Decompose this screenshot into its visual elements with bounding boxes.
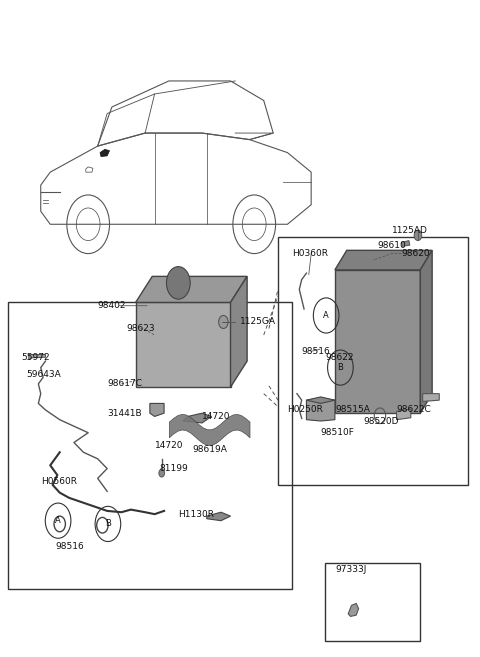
Text: 98515A: 98515A [335, 405, 370, 415]
Bar [325, 563, 420, 641]
Text: 98622C: 98622C [396, 405, 432, 415]
Text: H1130R: H1130R [179, 510, 215, 518]
Polygon shape [29, 355, 46, 360]
Polygon shape [230, 277, 247, 387]
Text: 98510F: 98510F [321, 428, 355, 437]
Text: 31441B: 31441B [107, 409, 142, 418]
Text: H0360R: H0360R [292, 249, 328, 258]
Text: A: A [324, 311, 329, 320]
Text: 1125GA: 1125GA [240, 317, 276, 327]
Text: 98520D: 98520D [363, 417, 399, 426]
Bar [278, 237, 468, 485]
Text: 98516: 98516 [301, 347, 330, 356]
Polygon shape [348, 603, 359, 616]
Polygon shape [420, 250, 432, 413]
Circle shape [167, 267, 190, 299]
Polygon shape [100, 149, 109, 156]
Text: A: A [55, 516, 61, 525]
Text: H0250R: H0250R [288, 405, 324, 415]
Polygon shape [136, 277, 247, 302]
Text: 59643A: 59643A [26, 370, 61, 378]
Text: B: B [337, 363, 343, 372]
Polygon shape [335, 250, 432, 270]
Polygon shape [150, 403, 164, 417]
Polygon shape [423, 394, 439, 401]
Text: 1125AD: 1125AD [392, 226, 428, 235]
Text: 14720: 14720 [202, 412, 230, 421]
Polygon shape [306, 397, 335, 403]
Circle shape [159, 469, 165, 477]
Text: 98617C: 98617C [107, 379, 142, 388]
Text: 97333J: 97333J [335, 565, 366, 574]
Text: 98620: 98620 [401, 249, 430, 258]
Bar [136, 302, 230, 387]
Text: H0560R: H0560R [41, 477, 77, 486]
Text: 98610: 98610 [378, 240, 407, 250]
Text: 55972: 55972 [22, 353, 50, 362]
Polygon shape [306, 398, 335, 421]
Text: 14720: 14720 [155, 442, 183, 450]
Polygon shape [396, 409, 411, 420]
Text: 98622: 98622 [325, 353, 354, 362]
Text: 98619A: 98619A [192, 445, 228, 453]
Text: 81199: 81199 [159, 464, 188, 473]
Polygon shape [183, 413, 212, 423]
Text: B: B [105, 520, 111, 528]
Text: 98402: 98402 [97, 301, 126, 310]
Bar [8, 302, 292, 589]
Polygon shape [207, 512, 230, 521]
Bar [335, 270, 420, 413]
Text: 98516: 98516 [55, 542, 84, 551]
Polygon shape [401, 240, 410, 246]
Circle shape [219, 315, 228, 328]
Circle shape [414, 230, 422, 240]
Text: 98623: 98623 [126, 324, 155, 333]
